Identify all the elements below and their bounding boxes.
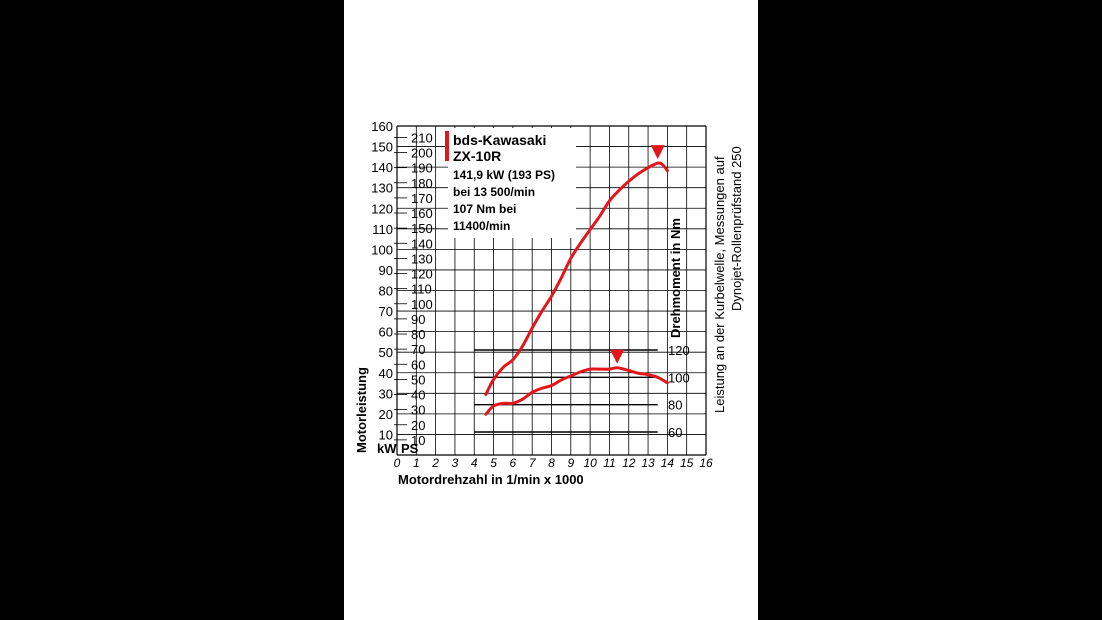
- peak-torque-marker: [610, 349, 625, 364]
- torque-tick-label: 120: [668, 343, 690, 358]
- kw-tick-label: 130: [371, 181, 393, 196]
- legend-color-bar: [445, 131, 449, 161]
- ps-tick-label: 130: [411, 251, 433, 266]
- ps-tick-label: 200: [411, 146, 433, 161]
- legend-line-6: 11400/min: [453, 219, 510, 233]
- kw-tick-label: 150: [371, 140, 393, 155]
- kw-tick-label: 30: [379, 386, 393, 401]
- dyno-chart: bds-Kawasaki ZX-10R 141,9 kW (193 PS) be…: [354, 119, 744, 487]
- unit-kw-label: kW: [377, 441, 397, 456]
- torque-reference-lines: [474, 349, 658, 433]
- x-tick-label: 4: [471, 456, 478, 470]
- ps-tick-label: 160: [411, 206, 433, 221]
- torque-curve: [484, 366, 669, 416]
- x-tick-label: 11: [603, 456, 615, 470]
- x-tick-label: 6: [510, 456, 517, 470]
- y-axis-labels: 1020304050607080901001101201301401501601…: [371, 119, 432, 448]
- x-tick-label: 15: [680, 456, 694, 470]
- x-tick-label: 10: [583, 456, 597, 470]
- kw-tick-label: 160: [371, 119, 393, 134]
- peak-power-marker: [650, 145, 665, 160]
- legend: bds-Kawasaki ZX-10R 141,9 kW (193 PS) be…: [453, 132, 555, 233]
- side-note-line-1: Leistung an der Kurbelwelle, Messungen a…: [712, 156, 727, 413]
- ps-tick-label: 180: [411, 176, 433, 191]
- kw-tick-label: 50: [379, 345, 393, 360]
- ps-tick-label: 70: [411, 342, 425, 357]
- x-tick-label: 8: [548, 456, 555, 470]
- ps-tick-label: 30: [411, 403, 425, 418]
- ps-tick-label: 210: [411, 130, 433, 145]
- kw-tick-label: 100: [371, 242, 393, 257]
- legend-line-5: 107 Nm bei: [453, 202, 516, 216]
- x-tick-label: 9: [567, 456, 574, 470]
- x-tick-label: 2: [431, 456, 439, 470]
- x-tick-label: 1: [413, 456, 420, 470]
- peak-markers: [610, 145, 665, 364]
- legend-line-1: bds-Kawasaki: [453, 132, 546, 148]
- torque-tick-label: 100: [668, 370, 690, 385]
- legend-backdrop: [448, 128, 576, 238]
- kw-tick-label: 60: [379, 325, 393, 340]
- kw-tick-label: 120: [371, 201, 393, 216]
- ps-tick-label: 50: [411, 372, 425, 387]
- x-tick-label: 16: [699, 456, 713, 470]
- ps-tick-label: 150: [411, 221, 433, 236]
- kw-tick-label: 80: [379, 284, 393, 299]
- x-tick-label: 5: [490, 456, 497, 470]
- kw-tick-label: 90: [379, 263, 393, 278]
- ps-tick-label: 140: [411, 236, 433, 251]
- legend-line-4: bei 13 500/min: [453, 185, 535, 199]
- ps-tick-label: 90: [411, 312, 425, 327]
- x-tick-label: 3: [452, 456, 459, 470]
- x-tick-label: 7: [529, 456, 537, 470]
- kw-tick-label: 110: [372, 222, 393, 237]
- legend-line-3: 141,9 kW (193 PS): [453, 168, 555, 182]
- ps-tick-label: 100: [411, 297, 433, 312]
- x-tick-label: 14: [661, 456, 675, 470]
- ps-tick-label: 80: [411, 327, 425, 342]
- chart-panel: bds-Kawasaki ZX-10R 141,9 kW (193 PS) be…: [344, 0, 758, 620]
- x-axis-title: Motordrehzahl in 1/min x 1000: [398, 472, 584, 487]
- ps-tick-label: 10: [411, 433, 425, 448]
- torque-axis-labels: 60 80 100 120: [668, 343, 690, 440]
- torque-tick-label: 80: [668, 398, 682, 413]
- unit-ps-label: PS: [401, 441, 419, 456]
- x-tick-label: 12: [622, 456, 636, 470]
- x-tick-label: 0: [394, 456, 401, 470]
- ps-tick-label: 110: [411, 282, 432, 297]
- ps-tick-label: 190: [411, 161, 433, 176]
- ps-tick-label: 120: [411, 267, 433, 282]
- kw-tick-label: 70: [379, 304, 393, 319]
- x-tick-label: 13: [641, 456, 655, 470]
- torque-axis-title: Drehmoment in Nm: [668, 218, 683, 338]
- ps-tick-label: 170: [411, 191, 433, 206]
- y-axis-title: Motorleistung: [354, 367, 369, 453]
- kw-tick-label: 40: [379, 366, 393, 381]
- kw-tick-label: 140: [371, 160, 393, 175]
- power-curve: [484, 161, 669, 397]
- side-note-line-2: Dynojet-Rollenprüfstand 250: [729, 146, 744, 311]
- legend-line-2: ZX-10R: [453, 148, 501, 164]
- ps-tick-label: 60: [411, 357, 425, 372]
- kw-tick-label: 20: [379, 407, 393, 422]
- ps-tick-label: 20: [411, 418, 425, 433]
- ps-tick-label: 40: [411, 388, 425, 403]
- x-axis-labels: 0 1 2 3 4 5 6 7 8 9 10 11 12 13 14 15 16: [394, 456, 713, 470]
- kw-tick-label: 10: [379, 427, 393, 442]
- torque-tick-label: 60: [668, 425, 682, 440]
